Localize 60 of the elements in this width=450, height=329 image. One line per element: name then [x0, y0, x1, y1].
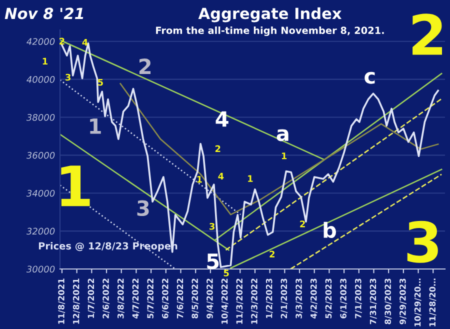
y-tick-label: 34000 — [26, 190, 55, 197]
text: 1 — [42, 58, 48, 65]
chart-subtitle: From the all-time high November 8, 2021. — [156, 26, 384, 36]
annotation: b — [324, 222, 336, 238]
y-tick-label: 40000 — [26, 76, 55, 83]
y-tick-label: 36000 — [26, 152, 55, 159]
x-tick-label: 4/2/2023 — [310, 278, 318, 319]
annotation: 4 — [216, 111, 228, 127]
x-tick-label: 3/3/2023 — [296, 278, 303, 318]
y-tick-label: 32000 — [26, 228, 55, 235]
x-tick-label: 1/7/2022 — [88, 278, 95, 318]
x-tick-label: 8/5/2022 — [192, 278, 199, 318]
annotation: 2 — [139, 58, 151, 74]
x-tick-label: 11/28/20… — [429, 278, 436, 326]
text: 5 — [224, 270, 229, 276]
x-tick-label: 4/7/2022 — [132, 278, 140, 319]
x-tick-label: 5/2/2023 — [325, 278, 332, 318]
y-tick-label: 30000 — [26, 266, 55, 273]
x-tick-label: 1/2/2023 — [266, 278, 273, 318]
x-tick-label: 6/6/2022 — [162, 278, 169, 318]
text: Nov 8 '21 — [4, 8, 84, 20]
annotation: 4 — [218, 172, 224, 180]
y-tick-label: 42000 — [26, 38, 55, 45]
chart-title: Aggregate Index — [198, 7, 342, 22]
annotation: 1 — [197, 176, 202, 183]
annotation: 3 — [137, 200, 149, 216]
x-tick-label: 3/8/2022 — [117, 278, 124, 318]
x-tick-label: 11/8/2021 — [58, 278, 66, 324]
annotation: 2 — [270, 250, 274, 258]
annotation: 1 — [282, 152, 287, 160]
x-tick-label: 10/4/2022 — [221, 278, 228, 324]
annotation: 1 — [90, 118, 101, 134]
x-tick-label: 12/3/2022 — [251, 278, 258, 324]
x-tick-label: 7/31/2023 — [370, 278, 377, 324]
annotation: 5 — [207, 254, 219, 270]
x-tick-label: 9/4/2022 — [206, 278, 214, 318]
x-tick-label: 5/7/2022 — [147, 278, 154, 318]
x-tick-label: 7/6/2022 — [176, 278, 184, 318]
y-tick-label: 38000 — [26, 114, 55, 121]
x-tick-label: 11/3/2022 — [236, 278, 244, 324]
annotation: c — [364, 72, 375, 84]
x-tick-label: 8/30/2023 — [384, 278, 392, 324]
annotation: 5 — [98, 78, 103, 86]
annotation: 3 — [210, 222, 214, 230]
x-tick-label: 12/8/2021 — [72, 278, 80, 324]
annotation: 4 — [82, 39, 88, 46]
annotation: 2 — [412, 14, 442, 55]
annotation: a — [276, 129, 288, 142]
annotation: 2 — [215, 145, 220, 152]
annotation: 1 — [61, 166, 90, 206]
x-tick-label: 2/6/2022 — [102, 278, 110, 318]
annotation: 3 — [66, 74, 71, 81]
annotation: 2 — [300, 220, 305, 228]
x-tick-label: 2/1/2023 — [280, 278, 288, 318]
x-tick-label: 7/1/2023 — [355, 278, 362, 318]
x-tick-label: 6/1/2023 — [340, 278, 348, 318]
x-tick-label: 9/29/2023 — [400, 278, 407, 324]
annotation: 3 — [407, 220, 438, 263]
x-tick-label: 10/29/20… — [414, 278, 422, 326]
annotation: 1 — [248, 175, 253, 182]
